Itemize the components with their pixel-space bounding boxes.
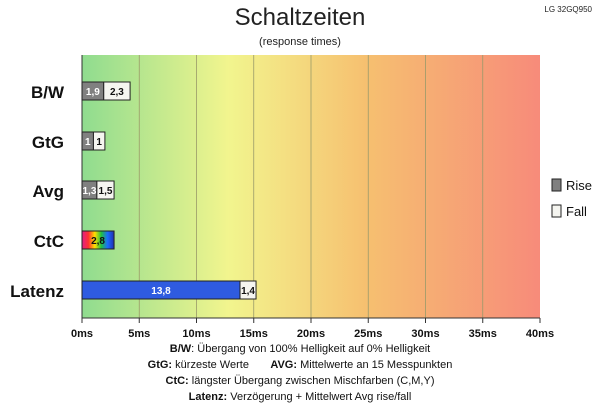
- legend-swatch: [551, 204, 562, 218]
- legend-label: Rise: [566, 178, 592, 193]
- category-label: CtC: [34, 232, 64, 251]
- data-label-rise: 1,3: [82, 186, 96, 197]
- data-label-latenz-delay: 13,8: [151, 286, 171, 297]
- model-label: LG 32GQ950: [544, 5, 592, 14]
- footnote-bw-text: : Übergang von 100% Helligkeit auf 0% He…: [191, 343, 431, 355]
- bar-fall: [96, 180, 115, 200]
- bar-fall: [239, 280, 257, 300]
- x-tick-label: 40ms: [526, 328, 554, 340]
- footnote-gtg-key: GtG:: [147, 359, 173, 371]
- footnote-ctc-key: CtC:: [165, 375, 189, 387]
- footnote-gtg-avg: GtG: kürzeste Werte AVG: Mittelwerte an …: [0, 357, 600, 373]
- chart-subtitle: (response times): [259, 36, 341, 48]
- footnote-gtg-text: kürzeste Werte: [172, 359, 249, 371]
- category-label: Avg: [33, 182, 65, 201]
- x-tick-label: 15ms: [240, 328, 268, 340]
- x-tick-label: 30ms: [411, 328, 439, 340]
- category-label: Latenz: [10, 282, 64, 301]
- x-tick-label: 35ms: [469, 328, 497, 340]
- bar-fall: [103, 81, 131, 101]
- footnote-latenz-text: Verzögerung + Mittelwert Avg rise/fall: [227, 391, 412, 403]
- x-tick-label: 5ms: [128, 328, 150, 340]
- data-label-rise: 1,9: [86, 87, 100, 98]
- footnote-avg-text: Mittelwerte an 15 Messpunkten: [297, 359, 453, 371]
- data-label-fall: 1: [96, 137, 102, 148]
- data-label-ctc: 2,8: [91, 236, 105, 247]
- data-label-rise: 1: [85, 137, 91, 148]
- legend-label: Fall: [566, 204, 587, 219]
- x-tick-label: 10ms: [182, 328, 210, 340]
- footnote-latenz-key: Latenz:: [188, 391, 228, 403]
- chart-title: Schaltzeiten: [234, 4, 366, 31]
- data-label-fall: 2,3: [110, 87, 124, 98]
- data-label-fall: 1,4: [241, 286, 255, 297]
- footnote-bw-key: B/W: [169, 343, 192, 355]
- x-tick-label: 0ms: [71, 328, 93, 340]
- footnote-avg-key: AVG:: [270, 359, 298, 371]
- footnote-latenz: Latenz: Verzögerung + Mittelwert Avg ris…: [0, 389, 600, 405]
- footnotes: B/W: Übergang von 100% Helligkeit auf 0%…: [0, 341, 600, 405]
- footnote-ctc-text: längster Übergang zwischen Mischfarben (…: [188, 375, 435, 387]
- bar-fall: [92, 131, 106, 151]
- footnote-bw: B/W: Übergang von 100% Helligkeit auf 0%…: [0, 341, 600, 357]
- data-label-fall: 1,5: [99, 186, 113, 197]
- x-tick-label: 20ms: [297, 328, 325, 340]
- legend-swatch: [551, 178, 562, 192]
- category-label: GtG: [32, 133, 64, 152]
- bar-ctc: [81, 230, 115, 250]
- x-tick-label: 25ms: [354, 328, 382, 340]
- category-label: B/W: [31, 83, 65, 102]
- footnote-ctc: CtC: längster Übergang zwischen Mischfar…: [0, 373, 600, 389]
